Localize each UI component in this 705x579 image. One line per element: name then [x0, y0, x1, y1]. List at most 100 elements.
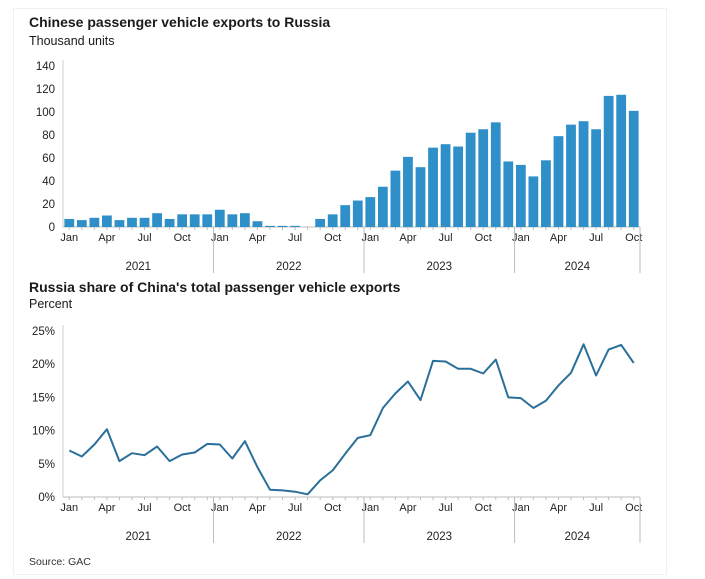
bar: [465, 132, 476, 227]
line-chart-x-tick-label: Jul: [589, 502, 603, 514]
chart-panel: [13, 8, 667, 575]
bar-chart-x-tick-label: Apr: [98, 232, 115, 244]
bar: [252, 221, 263, 227]
bar: [127, 217, 137, 227]
bar-chart-x-tick-label: Jul: [439, 232, 453, 244]
line-chart-title: Russia share of China's total passenger …: [29, 279, 401, 295]
line-chart-x-tick-label: Apr: [98, 502, 115, 514]
bar: [277, 225, 288, 227]
bar: [566, 124, 576, 227]
bar: [440, 144, 451, 227]
line-chart-year-label: 2022: [276, 531, 302, 543]
line-chart-year-label: 2023: [427, 531, 453, 543]
bar-chart-unit: Thousand units: [29, 34, 115, 48]
bar-chart-year-label: 2024: [564, 261, 590, 273]
bar-chart-y-tick-label: 120: [36, 84, 55, 96]
line-chart-x-tick-label: Jan: [361, 502, 379, 514]
bar: [578, 121, 589, 227]
bar: [290, 225, 300, 227]
bar-chart-x-tick-label: Oct: [475, 232, 492, 244]
bar: [603, 95, 614, 228]
line-chart-x-tick-label: Oct: [475, 502, 492, 514]
bar: [239, 213, 250, 227]
line-chart-x-tick-label: Oct: [625, 502, 642, 514]
bar-chart-x-tick-label: Oct: [174, 232, 191, 244]
bar: [541, 160, 551, 227]
bar: [591, 129, 601, 227]
bar: [114, 220, 125, 227]
bar-chart-year-label: 2023: [427, 261, 453, 273]
bar: [64, 218, 75, 227]
line-chart-x-tick-label: Oct: [174, 502, 191, 514]
bar: [227, 214, 238, 227]
bar: [490, 122, 501, 227]
bar: [152, 213, 162, 227]
bar-chart-y-tick-label: 0: [49, 222, 55, 234]
bar-chart-x-tick-label: Apr: [249, 232, 266, 244]
bar-chart-x-tick-label: Jul: [589, 232, 603, 244]
line-chart-unit: Percent: [29, 297, 73, 311]
bar-chart-x-tick-label: Oct: [625, 232, 642, 244]
line-chart-x-tick-label: Jul: [138, 502, 152, 514]
bar-chart-y-tick-label: 40: [42, 176, 55, 188]
bar-chart-y-tick-label: 140: [36, 61, 55, 73]
bar-chart-x-tick-label: Jan: [512, 232, 530, 244]
bar-chart-x-tick-label: Jan: [211, 232, 229, 244]
bar: [102, 215, 112, 227]
bar: [340, 205, 351, 227]
line-chart-y-tick-label: 20%: [32, 359, 55, 371]
bar: [352, 200, 363, 227]
line-chart-year-label: 2024: [564, 531, 590, 543]
bar: [415, 167, 426, 227]
bar-chart-y-tick-label: 100: [36, 107, 55, 119]
line-chart-x-tick-label: Apr: [550, 502, 567, 514]
bar: [478, 129, 489, 227]
bar: [177, 214, 188, 227]
bar-chart-x-tick-label: Jul: [138, 232, 152, 244]
bar-chart-year-label: 2022: [276, 261, 302, 273]
bar: [327, 214, 338, 227]
bar: [453, 146, 464, 227]
bar-chart-x-tick-label: Oct: [324, 232, 341, 244]
bar: [628, 110, 639, 227]
line-chart-y-tick-label: 15%: [32, 392, 55, 404]
source-note: Source: GAC: [29, 556, 91, 568]
bar: [76, 220, 87, 227]
bar: [189, 214, 200, 227]
bar: [315, 218, 326, 227]
line-chart-x-tick-label: Apr: [399, 502, 416, 514]
bar: [616, 94, 627, 227]
bar-chart-year-label: 2021: [125, 261, 151, 273]
bar-chart-x-tick-label: Jan: [361, 232, 379, 244]
line-chart-x-tick-label: Jul: [439, 502, 453, 514]
line-chart-x-tick-label: Jan: [60, 502, 78, 514]
line-chart-x-tick-label: Jul: [288, 502, 302, 514]
bar: [428, 147, 438, 227]
bar-chart-y-tick-label: 80: [42, 130, 55, 142]
bar: [89, 217, 100, 227]
bar-chart-x-tick-label: Apr: [550, 232, 567, 244]
bar: [528, 176, 539, 227]
bar: [515, 164, 526, 227]
bar: [553, 136, 564, 227]
bar-chart-x-tick-label: Jul: [288, 232, 302, 244]
bar: [214, 209, 225, 227]
share-line: [68, 343, 635, 496]
line-chart-x-tick-label: Jan: [512, 502, 530, 514]
line-chart-y-tick-label: 10%: [32, 426, 55, 438]
line-chart-y-tick-label: 25%: [32, 326, 55, 338]
bar: [503, 161, 514, 227]
line-chart-y-tick-label: 5%: [38, 459, 55, 471]
bar-chart-x-tick-label: Jan: [60, 232, 78, 244]
bar: [403, 156, 413, 227]
bar: [377, 186, 388, 227]
line-chart-y-tick-label: 0%: [38, 492, 55, 504]
line-chart-x-tick-label: Oct: [324, 502, 341, 514]
bar: [365, 197, 376, 227]
line-chart-year-label: 2021: [125, 531, 151, 543]
bar: [390, 170, 401, 227]
bar-chart-x-tick-label: Apr: [399, 232, 416, 244]
bar: [202, 214, 213, 227]
bar: [139, 217, 150, 227]
